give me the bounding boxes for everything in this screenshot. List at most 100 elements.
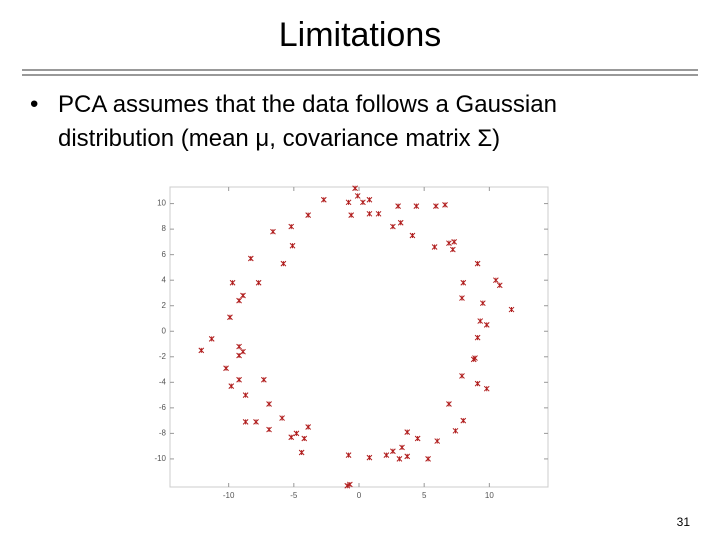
point — [474, 334, 481, 341]
y-tick-label: -8 — [159, 428, 167, 437]
point — [279, 415, 285, 421]
point — [345, 452, 352, 458]
point — [383, 452, 390, 458]
point — [390, 223, 396, 230]
point — [354, 193, 361, 199]
point — [425, 456, 431, 462]
point — [298, 449, 305, 456]
point — [366, 454, 373, 461]
point — [366, 196, 373, 203]
point — [396, 456, 403, 462]
point — [451, 239, 458, 245]
point — [446, 240, 452, 247]
point — [293, 430, 300, 437]
point — [474, 380, 481, 387]
bullet-text: PCA assumes that the data follows a Gaus… — [58, 91, 557, 152]
point — [344, 482, 351, 489]
x-tick-label: -10 — [223, 491, 235, 500]
point — [236, 376, 242, 383]
point — [305, 212, 312, 218]
point — [459, 373, 465, 379]
y-tick-label: 4 — [162, 275, 167, 284]
point — [413, 203, 420, 210]
x-tick-label: 0 — [357, 491, 362, 500]
point — [236, 352, 242, 359]
point — [460, 279, 467, 286]
point — [352, 185, 358, 192]
point — [236, 297, 242, 304]
point — [474, 260, 481, 267]
point — [260, 376, 267, 383]
point — [301, 435, 308, 442]
point — [280, 260, 287, 267]
slide-title: Limitations — [279, 16, 442, 54]
point — [496, 282, 503, 289]
point — [433, 203, 439, 210]
point — [229, 279, 236, 286]
point — [266, 401, 272, 407]
y-tick-label: 6 — [162, 250, 167, 259]
point — [397, 219, 404, 226]
point — [483, 322, 490, 328]
point — [320, 196, 327, 203]
point — [270, 228, 276, 235]
point — [446, 401, 452, 407]
page-number: 31 — [677, 515, 691, 529]
x-tick-label: -5 — [290, 491, 298, 500]
point — [348, 212, 355, 218]
point — [477, 318, 484, 324]
point — [253, 419, 259, 425]
point — [493, 277, 499, 284]
point — [227, 314, 233, 321]
point — [409, 232, 416, 239]
point — [305, 424, 312, 430]
point — [452, 427, 459, 434]
x-tick-label: 5 — [422, 491, 427, 500]
point — [289, 242, 296, 249]
point — [266, 426, 272, 433]
y-tick-label: -6 — [159, 403, 167, 412]
y-tick-label: 2 — [162, 301, 167, 310]
point — [255, 279, 262, 286]
y-tick-label: 0 — [162, 326, 167, 335]
point — [449, 246, 456, 253]
point — [508, 306, 515, 313]
y-tick-label: -2 — [159, 352, 167, 361]
point — [247, 255, 254, 262]
point — [228, 383, 235, 390]
x-tick-label: 10 — [485, 491, 494, 500]
point — [208, 336, 215, 342]
point — [240, 292, 246, 299]
point — [404, 429, 411, 435]
bullet-dot: • — [30, 90, 38, 117]
y-tick-label: -10 — [154, 454, 166, 463]
point — [345, 199, 352, 206]
point — [434, 438, 441, 444]
point — [242, 392, 249, 398]
point — [470, 356, 477, 363]
point — [223, 365, 229, 372]
point — [288, 434, 295, 441]
point — [375, 210, 382, 217]
plot-frame — [169, 186, 549, 488]
plot: 10 8 6 4 2 0 -2 -4 -6 -8 -10 -10 -5 0 5 10 — [154, 185, 549, 500]
point — [483, 385, 490, 392]
y-tick-label: 10 — [157, 199, 166, 208]
bullet-box: PCA assumes that the data follows a Gaus… — [58, 91, 557, 152]
point — [479, 300, 486, 307]
point — [242, 419, 249, 425]
point — [288, 223, 295, 230]
point — [395, 203, 401, 210]
point — [366, 210, 373, 217]
point — [236, 343, 242, 350]
point — [390, 448, 396, 455]
point — [360, 199, 366, 206]
point — [404, 453, 411, 460]
point — [442, 202, 448, 208]
point — [460, 417, 467, 424]
point — [459, 295, 465, 301]
point — [431, 244, 438, 250]
y-tick-label: 8 — [162, 224, 167, 233]
